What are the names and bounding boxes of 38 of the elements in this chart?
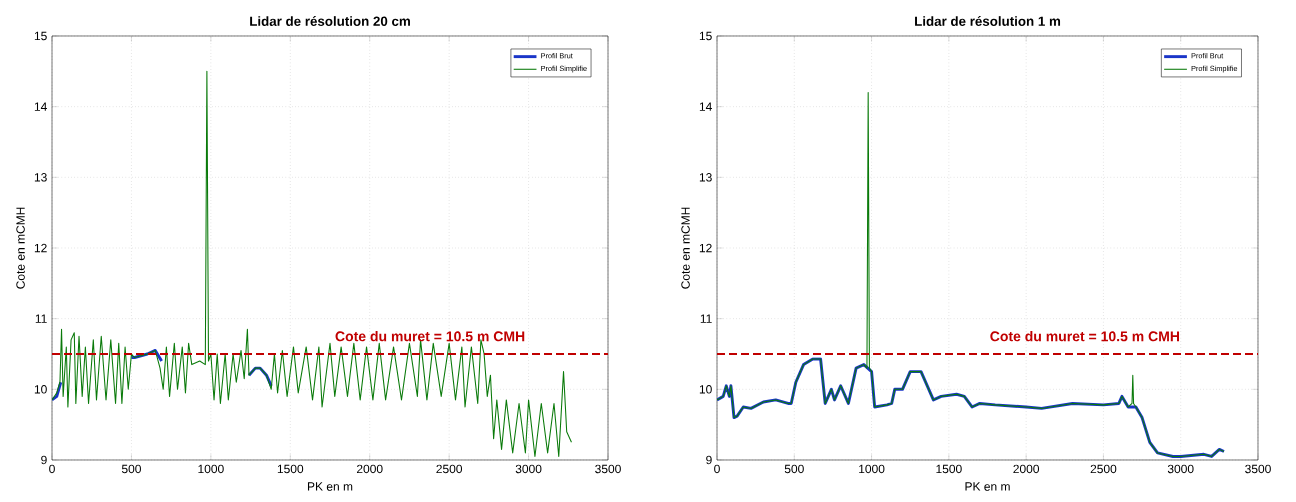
x-axis-title: PK en m xyxy=(307,482,353,491)
x-tick-label: 0 xyxy=(49,464,55,474)
x-tick-label: 2500 xyxy=(436,464,463,474)
y-tick-label: 11 xyxy=(700,314,712,323)
y-axis-title: Cote en mCMH xyxy=(16,207,25,289)
y-tick-label: 15 xyxy=(34,31,47,41)
y-tick-label: 14 xyxy=(699,102,712,111)
x-axis-title: PK en m xyxy=(965,482,1010,491)
x-tick-label: 0 xyxy=(714,464,720,474)
y-tick-label: 9 xyxy=(706,455,712,465)
x-tick-label: 1000 xyxy=(859,464,885,474)
x-tick-label: 3500 xyxy=(595,464,621,474)
x-tick-label: 2000 xyxy=(356,464,383,474)
x-tick-label: 2000 xyxy=(1013,464,1040,474)
y-tick-label: 10 xyxy=(34,385,47,394)
y-tick-label: 9 xyxy=(41,455,47,465)
y-tick-label: 15 xyxy=(699,31,712,41)
y-tick-label: 13 xyxy=(699,173,712,182)
x-tick-label: 1500 xyxy=(936,464,962,474)
y-axis-title: Cote en mCMH xyxy=(681,207,690,289)
chart-title: Lidar de résolution 1 m xyxy=(915,16,1061,26)
y-tick-label: 11 xyxy=(35,314,47,323)
y-tick-label: 14 xyxy=(34,102,47,111)
y-tick-label: 13 xyxy=(34,173,47,182)
chart-title: Lidar de résolution 20 cm xyxy=(250,16,410,26)
x-tick-label: 2500 xyxy=(1090,464,1117,474)
x-tick-label: 1500 xyxy=(277,464,304,474)
x-tick-label: 500 xyxy=(784,464,804,474)
x-tick-label: 3000 xyxy=(515,464,542,474)
y-tick-label: 12 xyxy=(34,243,47,253)
y-tick-label: 12 xyxy=(699,243,712,253)
x-tick-label: 1000 xyxy=(198,464,224,474)
ref-line-label: Cote du muret = 10.5 m CMH xyxy=(990,331,1180,342)
x-tick-label: 3500 xyxy=(1245,464,1271,474)
x-tick-label: 500 xyxy=(121,464,141,474)
y-tick-label: 10 xyxy=(699,385,712,394)
x-tick-label: 3000 xyxy=(1167,464,1194,474)
ref-line-label: Cote du muret = 10.5 m CMH xyxy=(335,331,525,342)
